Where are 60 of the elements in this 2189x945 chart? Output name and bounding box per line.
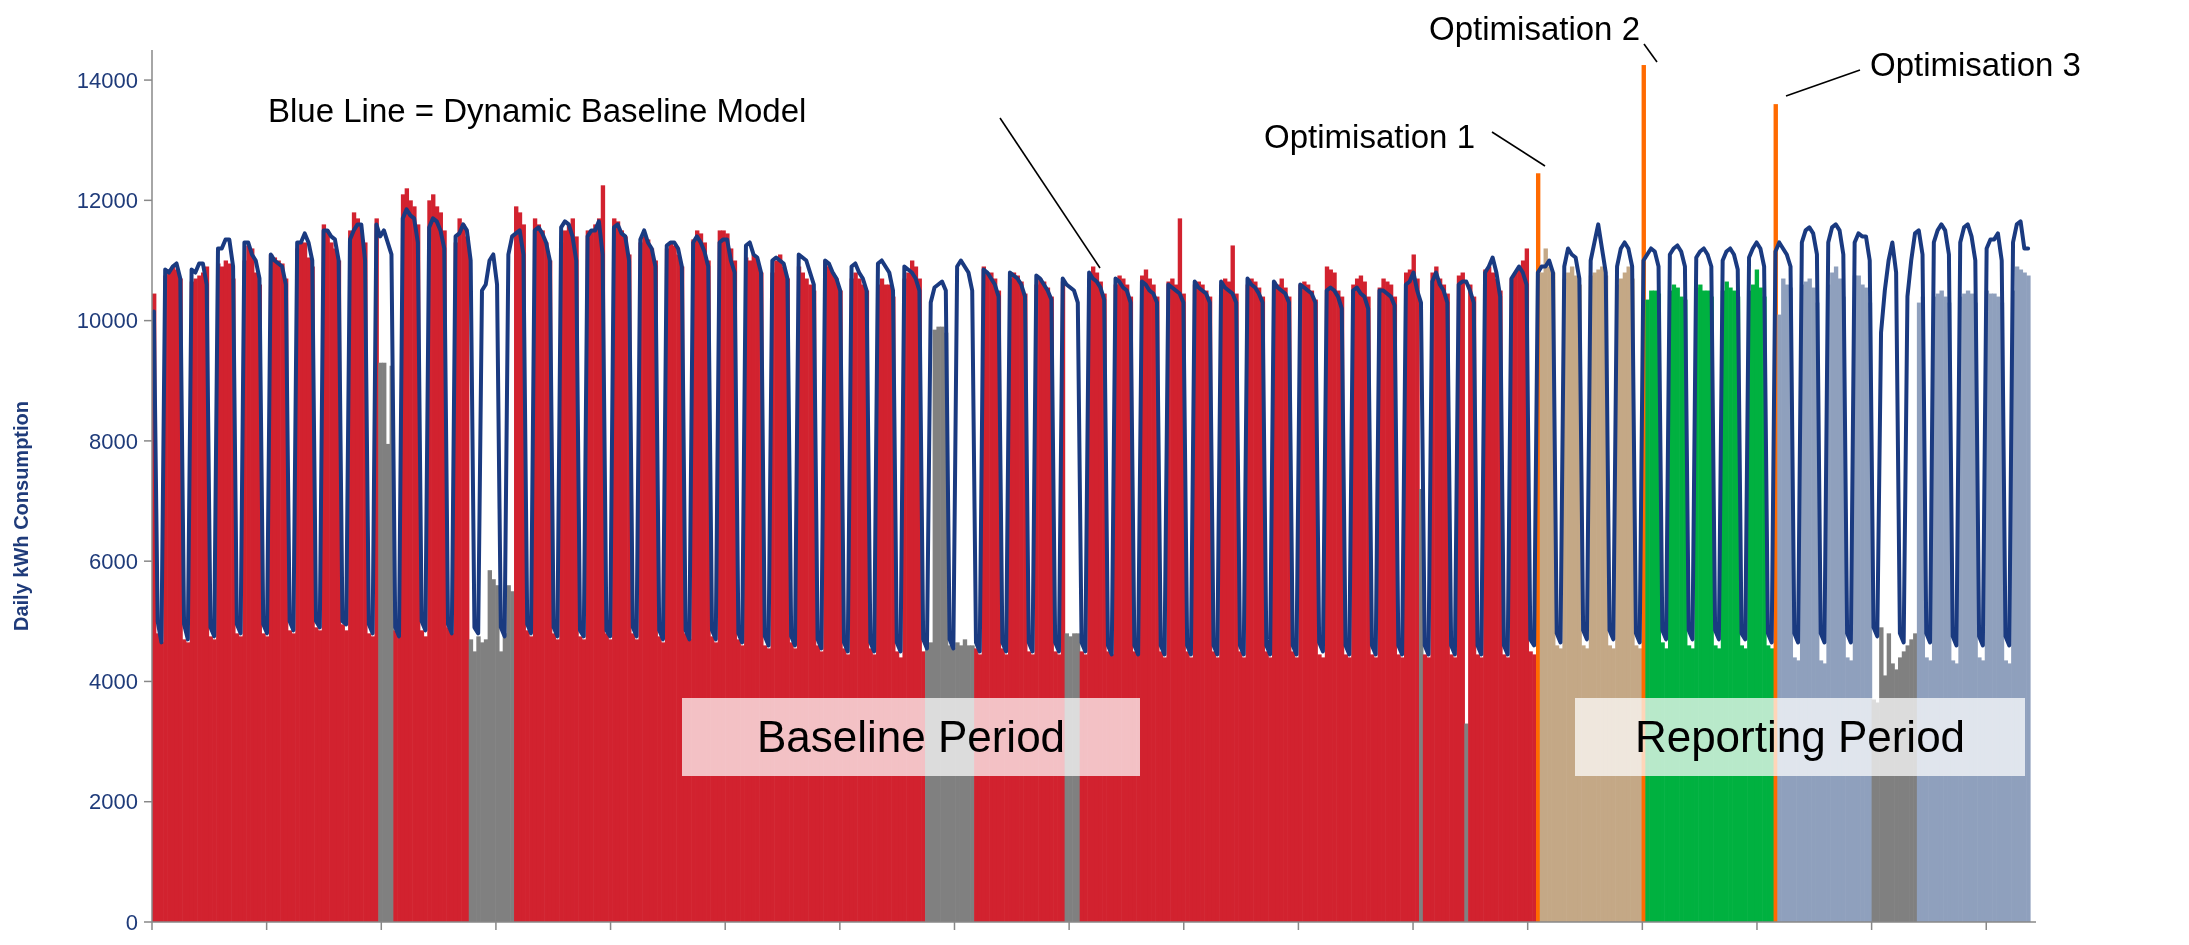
y-tick-label: 12000 (76, 188, 138, 214)
bar (1388, 284, 1394, 922)
bar (1249, 278, 1254, 922)
bar (1486, 266, 1492, 922)
annotation: Optimisation 1 (1264, 118, 1475, 155)
y-tick-label: 14000 (76, 67, 138, 93)
bar (646, 239, 651, 922)
bar (351, 212, 357, 922)
bar (1468, 284, 1473, 922)
y-tick-label: 8000 (89, 428, 138, 454)
bar (1143, 269, 1149, 922)
bar (280, 263, 285, 922)
bar (1354, 278, 1360, 922)
bar (276, 260, 281, 922)
bar (1358, 275, 1364, 922)
bar (1200, 284, 1205, 922)
annotation: Blue Line = Dynamic Baseline Model (268, 92, 807, 129)
bar (563, 230, 568, 922)
bar (299, 242, 304, 922)
bar (1305, 284, 1311, 922)
bar (1302, 281, 1307, 922)
annotation: Baseline Period (756, 712, 1066, 761)
bar (1177, 218, 1183, 922)
bar (2026, 275, 2031, 922)
y-tick-label: 2000 (89, 789, 138, 815)
bar (1569, 266, 1575, 922)
bar (250, 248, 255, 922)
y-axis-title: Daily kWh Consumption (10, 401, 32, 631)
bar (431, 194, 436, 922)
bar (1222, 278, 1228, 922)
text: Optimisation 2 (1429, 10, 1640, 47)
bar (457, 218, 462, 922)
bar (1381, 278, 1386, 922)
bar (1422, 654, 1428, 922)
bar (672, 245, 677, 922)
y-tick-label: 4000 (89, 669, 138, 695)
bar (1253, 281, 1258, 922)
bar (1170, 278, 1175, 922)
bar (642, 236, 647, 922)
bar (1490, 272, 1496, 922)
bar (197, 275, 202, 922)
y-tick-label: 0 (125, 909, 138, 935)
bar (246, 245, 251, 922)
bar (514, 206, 519, 922)
bar (1513, 272, 1518, 922)
bar (1385, 281, 1390, 922)
bar (302, 242, 308, 922)
bar (393, 630, 398, 922)
bar (170, 266, 176, 922)
line-series (151, 207, 2031, 657)
y-tick-label: 10000 (76, 308, 138, 334)
bar (227, 263, 232, 922)
bar (1434, 266, 1439, 922)
annotation: Reporting Period (1634, 712, 1966, 761)
bar (1532, 654, 1537, 922)
annotation: Optimisation 3 (1870, 46, 2081, 83)
bar (615, 221, 621, 922)
bar (1332, 272, 1337, 922)
bar (193, 278, 198, 922)
y-tick-label: 6000 (89, 548, 138, 574)
